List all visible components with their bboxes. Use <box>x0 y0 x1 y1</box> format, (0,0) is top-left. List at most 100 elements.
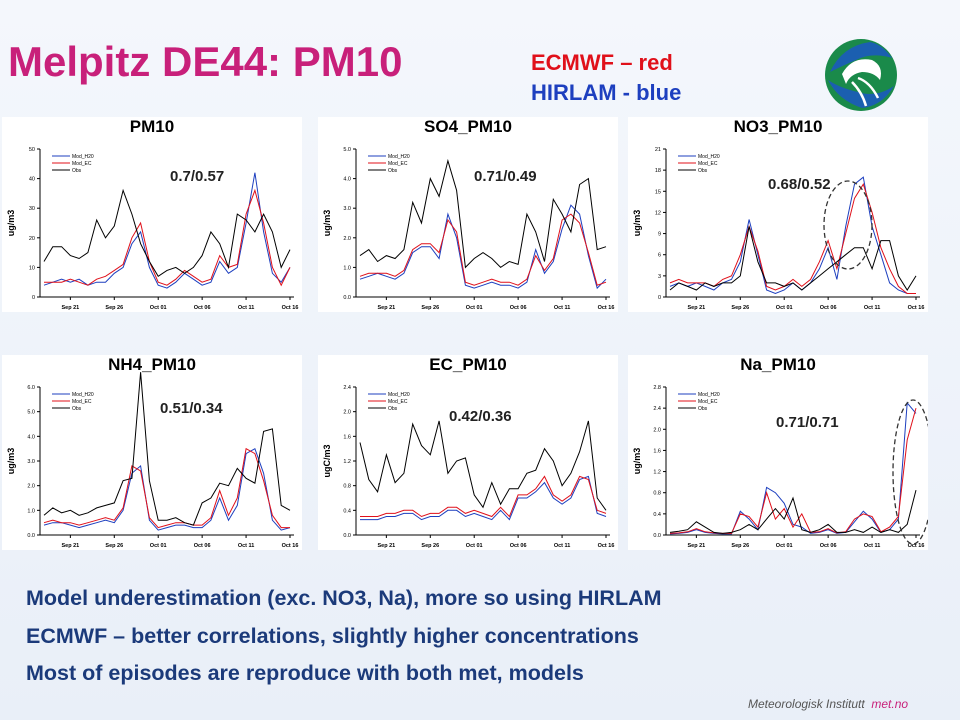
y-tick-label: 1.2 <box>653 470 661 476</box>
y-tick-label: 3.0 <box>27 459 35 465</box>
y-axis-label: ug/m3 <box>632 210 642 237</box>
legend-label: Mod_EC <box>72 161 92 167</box>
y-tick-label: 3.0 <box>343 206 351 212</box>
y-axis-label: ug/m3 <box>6 448 16 475</box>
y-tick-label: 1.0 <box>27 508 35 514</box>
y-tick-label: 0.0 <box>27 533 35 539</box>
y-tick-label: 40 <box>29 177 35 183</box>
page-title: Melpitz DE44: PM10 <box>8 38 403 85</box>
y-axis-label: ug/m3 <box>6 210 16 237</box>
y-tick-label: 5.0 <box>343 147 351 153</box>
y-tick-label: 2.8 <box>653 385 661 391</box>
x-tick-label: Oct 16 <box>282 543 299 549</box>
footer-org: Meteorologisk Institutt <box>748 697 865 711</box>
correlation-label: 0.68/0.52 <box>768 176 831 193</box>
y-tick-label: 4.0 <box>27 434 35 440</box>
chart-title: SO4_PM10 <box>424 117 512 136</box>
x-tick-label: Oct 16 <box>598 543 615 549</box>
legend-label: Mod_H20 <box>698 154 720 160</box>
chart-panel-no3: 0 3 6 9 12 15 18 21 ug/m3 Sep 21 Sep 26 Oct 01 Oct 0… <box>628 117 928 312</box>
chart-svg: 0.0 0.4 0.8 1.2 1.6 2.0 2.4 2.8 ug/m3 Sep 21 Sep 2… <box>632 385 928 549</box>
y-tick-label: 2.4 <box>653 406 661 412</box>
y-tick-label: 2.4 <box>343 385 351 391</box>
footer-credit: Meteorologisk Institutt met.no <box>748 697 908 711</box>
series-line-mod-ec <box>43 447 290 529</box>
y-tick-label: 0 <box>32 295 35 301</box>
highlight-ellipse <box>892 399 928 545</box>
x-tick-label: Sep 26 <box>421 305 439 311</box>
series-line-mod-ec <box>360 475 607 518</box>
summary-line-2: ECMWF – better correlations, slightly hi… <box>26 624 639 648</box>
legend-label: Mod_H20 <box>698 392 720 398</box>
correlation-label: 0.71/0.49 <box>474 168 537 185</box>
series-line-mod-ec <box>44 188 291 287</box>
series-line-mod-h20 <box>360 475 607 521</box>
chart-title: NH4_PM10 <box>108 355 196 374</box>
series-line-obs <box>359 158 607 269</box>
footer-site: met.no <box>871 697 909 711</box>
x-tick-label: Oct 01 <box>776 543 793 549</box>
series-line-obs <box>43 372 291 526</box>
legend-label: Mod_H20 <box>388 154 410 160</box>
model-color-legend: ECMWF – red HIRLAM - blue <box>531 48 681 108</box>
x-tick-label: Oct 01 <box>150 305 167 311</box>
y-axis-label: ug/m3 <box>632 448 642 475</box>
x-tick-label: Oct 01 <box>150 543 167 549</box>
y-tick-label: 2.0 <box>343 236 351 242</box>
x-tick-label: Sep 26 <box>105 543 123 549</box>
chart-title: NO3_PM10 <box>733 117 823 136</box>
chart-panel-ec: 0.0 0.4 0.8 1.2 1.6 2.0 2.4 ugC/m3 Sep 21 Sep 26 O… <box>318 355 618 550</box>
y-tick-label: 2.0 <box>343 410 351 416</box>
legend-label: Obs <box>388 406 398 412</box>
y-tick-label: 0.0 <box>653 533 661 539</box>
y-tick-label: 2.0 <box>653 427 661 433</box>
legend-label: Obs <box>72 406 82 412</box>
correlation-label: 0.42/0.36 <box>449 408 512 425</box>
x-tick-label: Oct 06 <box>510 305 527 311</box>
series-line-mod-h20 <box>43 447 291 531</box>
x-tick-label: Sep 21 <box>61 543 79 549</box>
chart-panel-na: 0.0 0.4 0.8 1.2 1.6 2.0 2.4 2.8 ug/m3 Sep 21 Sep 2… <box>628 355 928 550</box>
y-tick-label: 5.0 <box>27 410 35 416</box>
legend-label: Mod_EC <box>698 399 718 405</box>
y-axis-label: ugC/m3 <box>322 444 332 477</box>
legend-label: Mod_H20 <box>72 154 94 160</box>
y-tick-label: 6 <box>658 253 661 259</box>
chart-svg: 0 3 6 9 12 15 18 21 ug/m3 Sep 21 Sep 26 Oct 01 Oct 0… <box>632 147 924 311</box>
y-tick-label: 20 <box>29 236 35 242</box>
y-tick-label: 0 <box>658 295 661 301</box>
legend-label: Mod_EC <box>72 399 92 405</box>
y-tick-label: 9 <box>658 232 661 238</box>
series-line-obs <box>359 420 607 511</box>
legend-label: Mod_EC <box>388 399 408 405</box>
x-tick-label: Sep 21 <box>377 543 395 549</box>
series-line-obs <box>669 489 917 534</box>
y-tick-label: 18 <box>655 168 661 174</box>
x-tick-label: Sep 26 <box>105 305 123 311</box>
legend-label: Obs <box>72 168 82 174</box>
chart-panel-pm10: 0 10 20 30 40 50 ug/m3 Sep 21 Sep 26 Oct 01 Oct 06… <box>2 117 302 312</box>
correlation-label: 0.7/0.57 <box>170 168 225 185</box>
correlation-label: 0.51/0.34 <box>160 400 223 417</box>
x-tick-label: Oct 06 <box>510 543 527 549</box>
chart-panel-nh4: 0.0 1.0 2.0 3.0 4.0 5.0 6.0 ug/m3 Sep 21 Sep 26 Oc… <box>2 355 302 550</box>
x-tick-label: Oct 11 <box>864 305 881 311</box>
chart-svg: 0 10 20 30 40 50 ug/m3 Sep 21 Sep 26 Oct 01 Oct 06… <box>6 147 298 311</box>
y-tick-label: 0.8 <box>653 491 661 497</box>
series-line-mod-ec <box>669 407 917 534</box>
legend-label: Mod_H20 <box>388 392 410 398</box>
series-line-mod-h20 <box>669 401 917 535</box>
x-tick-label: Sep 26 <box>731 543 749 549</box>
chart-svg: 0.0 1.0 2.0 3.0 4.0 5.0 ug/m3 Sep 21 Sep 26 Oct 0… <box>322 147 614 311</box>
correlation-label: 0.71/0.71 <box>776 414 839 431</box>
legend-label: Mod_EC <box>388 161 408 167</box>
x-tick-label: Sep 26 <box>731 305 749 311</box>
y-tick-label: 1.6 <box>653 448 661 454</box>
x-tick-label: Sep 21 <box>377 305 395 311</box>
x-tick-label: Oct 01 <box>776 305 793 311</box>
summary-line-3: Most of episodes are reproduce with both… <box>26 661 584 685</box>
chart-svg: 0.0 0.4 0.8 1.2 1.6 2.0 2.4 ugC/m3 Sep 21 Sep 26 O… <box>322 385 615 549</box>
legend-label: Obs <box>698 168 708 174</box>
chart-title: Na_PM10 <box>740 355 816 374</box>
legend-label: Obs <box>388 168 398 174</box>
